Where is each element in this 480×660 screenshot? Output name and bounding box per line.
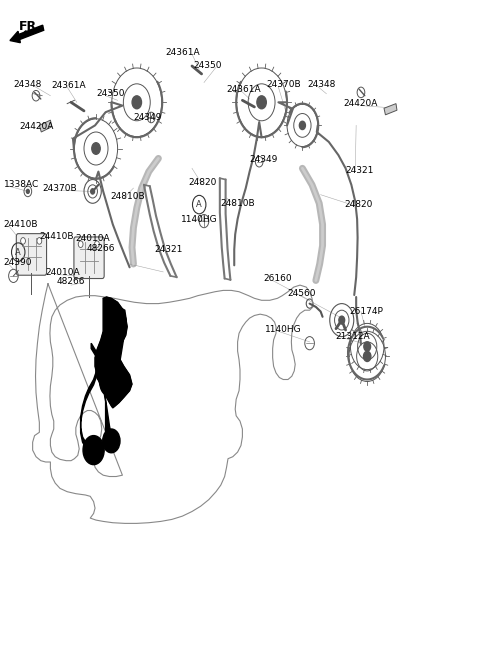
Text: 24321: 24321: [155, 245, 183, 254]
Text: 24390: 24390: [4, 258, 32, 267]
Polygon shape: [103, 304, 113, 449]
Circle shape: [95, 241, 99, 248]
Circle shape: [339, 316, 345, 324]
Text: 1338AC: 1338AC: [4, 180, 39, 189]
Circle shape: [86, 440, 101, 460]
Text: 24350: 24350: [193, 61, 222, 71]
Text: 24370B: 24370B: [266, 80, 301, 89]
Circle shape: [363, 351, 371, 362]
Text: 24010A: 24010A: [76, 234, 110, 244]
Text: 24820: 24820: [345, 200, 373, 209]
Text: 26174P: 26174P: [349, 307, 384, 316]
Polygon shape: [115, 307, 126, 366]
Text: 48266: 48266: [86, 244, 115, 253]
Text: 24361A: 24361A: [52, 81, 86, 90]
Circle shape: [91, 189, 95, 194]
Text: 24348: 24348: [307, 80, 336, 89]
Text: 24361A: 24361A: [227, 84, 261, 94]
Text: 24560: 24560: [287, 289, 315, 298]
Text: 24010A: 24010A: [46, 268, 80, 277]
Polygon shape: [95, 297, 132, 408]
Text: 24361A: 24361A: [165, 48, 200, 57]
Text: 24321: 24321: [346, 166, 374, 175]
Text: 24420A: 24420A: [19, 122, 54, 131]
FancyBboxPatch shape: [74, 237, 104, 279]
Text: 24410B: 24410B: [4, 220, 38, 229]
Circle shape: [257, 96, 266, 109]
FancyArrow shape: [10, 25, 44, 43]
Circle shape: [96, 363, 110, 383]
Circle shape: [21, 238, 25, 244]
Text: 24350: 24350: [96, 89, 124, 98]
Text: 24348: 24348: [13, 80, 42, 89]
Text: FR.: FR.: [19, 20, 42, 33]
Circle shape: [78, 241, 83, 248]
FancyBboxPatch shape: [16, 234, 47, 275]
Text: 48266: 48266: [57, 277, 85, 286]
Text: 24410B: 24410B: [39, 232, 74, 241]
Circle shape: [92, 143, 100, 154]
Circle shape: [103, 429, 120, 453]
Text: 24810B: 24810B: [110, 192, 145, 201]
Polygon shape: [39, 120, 52, 132]
Text: 1140HG: 1140HG: [265, 325, 301, 335]
Text: A: A: [15, 248, 21, 257]
Circle shape: [100, 370, 119, 396]
Circle shape: [26, 189, 29, 193]
Text: 1140HG: 1140HG: [181, 214, 218, 224]
Polygon shape: [384, 104, 397, 115]
Text: 24820: 24820: [188, 178, 216, 187]
Text: 24349: 24349: [250, 155, 278, 164]
Circle shape: [364, 342, 371, 351]
Text: 21312A: 21312A: [335, 332, 370, 341]
Text: A: A: [196, 200, 202, 209]
Text: 24349: 24349: [133, 113, 162, 122]
Text: 24420A: 24420A: [343, 99, 378, 108]
Text: 24370B: 24370B: [42, 183, 77, 193]
Circle shape: [37, 238, 42, 244]
Text: 24810B: 24810B: [221, 199, 255, 208]
Circle shape: [132, 96, 142, 109]
Polygon shape: [81, 343, 98, 451]
Text: 26160: 26160: [263, 274, 292, 283]
Circle shape: [300, 121, 305, 129]
Circle shape: [83, 436, 104, 465]
